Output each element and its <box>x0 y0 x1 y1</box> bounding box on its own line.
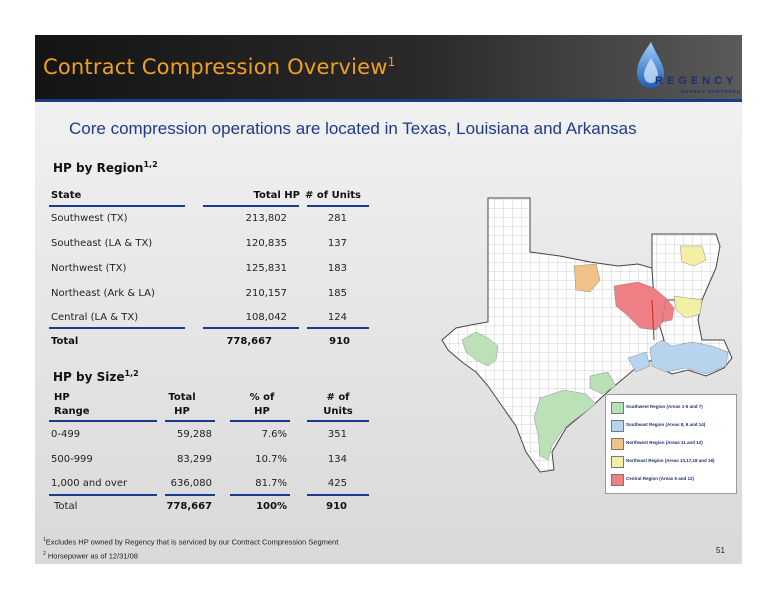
table-cell: 210,157 <box>245 288 287 299</box>
table-cell: 59,288 <box>177 429 212 440</box>
table-row: Northeast (Ark & LA) <box>51 288 155 299</box>
size-header-range-2: Range <box>54 406 90 417</box>
size-total-rule-3 <box>230 494 290 496</box>
size-header-units-2: Units <box>323 406 353 417</box>
legend-item: Central Region (Areas 6 and 12) <box>611 474 735 486</box>
legend-label: Southeast Region (Areas 8, 9 and 14) <box>626 422 706 427</box>
legend-swatch <box>611 402 624 414</box>
size-header-pct-1: % of <box>249 392 275 403</box>
region-header-units: # of Units <box>305 190 361 201</box>
table-cell: 120,835 <box>245 238 287 249</box>
size-header-rule-3 <box>230 420 290 422</box>
legend-label: Northeast Region (Areas 13,17,18 and 19) <box>626 458 715 463</box>
northeast-region <box>679 245 707 267</box>
region-total-units: 910 <box>329 336 350 347</box>
size-total-units: 910 <box>326 501 347 512</box>
legend-label: Northwest Region (Areas 11 and 12) <box>626 440 703 445</box>
subtitle: Core compression operations are located … <box>69 119 637 138</box>
size-header-rule-2 <box>165 420 215 422</box>
legend-swatch <box>611 420 624 432</box>
region-header-rule-3 <box>307 205 369 207</box>
map-legend: Southwest Region (Areas 1-5 and 7) South… <box>605 394 737 494</box>
table-cell: 351 <box>327 429 347 440</box>
table-cell: 281 <box>327 213 347 224</box>
table-cell: 185 <box>327 288 347 299</box>
size-table-title: HP by Size1,2 <box>53 369 139 384</box>
size-total-rule-4 <box>307 494 369 496</box>
page-title: Contract Compression Overview1 <box>43 55 396 79</box>
region-total-hp: 778,667 <box>226 336 272 347</box>
table-row: 1,000 and over <box>51 478 128 489</box>
table-cell: 10.7% <box>255 454 287 465</box>
table-cell: 137 <box>327 238 347 249</box>
size-header-range-1: HP <box>54 392 70 403</box>
southwest-region <box>461 331 499 367</box>
legend-swatch <box>611 474 624 486</box>
region-total-rule-3 <box>307 327 369 329</box>
legend-label: Central Region (Areas 6 and 12) <box>626 476 695 481</box>
table-cell: 134 <box>327 454 347 465</box>
legend-item: Northwest Region (Areas 11 and 12) <box>611 438 735 450</box>
table-cell: 83,299 <box>177 454 212 465</box>
logo-wordmark: REGENCY <box>655 75 738 87</box>
southwest-region-south <box>533 389 597 461</box>
page-number: 51 <box>716 546 725 555</box>
table-row: Southeast (LA & TX) <box>51 238 153 249</box>
region-total-rule-2 <box>203 327 299 329</box>
footnote-1: 1Excludes HP owned by Regency that is se… <box>43 537 339 547</box>
table-cell: 7.6% <box>261 429 287 440</box>
region-total-rule-1 <box>49 327 185 329</box>
size-header-pct-2: HP <box>254 406 270 417</box>
legend-label: Southwest Region (Areas 1-5 and 7) <box>626 404 703 409</box>
legend-item: Southeast Region (Areas 8, 9 and 14) <box>611 420 735 432</box>
size-header-total-2: HP <box>174 406 190 417</box>
southeast-region <box>649 339 729 375</box>
table-cell: 425 <box>327 478 347 489</box>
size-header-rule-4 <box>307 420 369 422</box>
region-table-title: HP by Region1,2 <box>53 160 158 175</box>
regions-map <box>441 197 733 473</box>
region-header-state: State <box>51 190 82 201</box>
table-cell: 81.7% <box>255 478 287 489</box>
region-total-label: Total <box>51 336 79 347</box>
legend-swatch <box>611 438 624 450</box>
table-cell: 183 <box>327 263 347 274</box>
size-header-units-1: # of <box>326 392 350 403</box>
header-divider <box>35 99 742 102</box>
regency-logo: REGENCY ENERGY PARTNERS <box>633 40 741 98</box>
table-row: Central (LA & TX) <box>51 312 139 323</box>
northwest-region <box>573 263 601 293</box>
legend-item: Southwest Region (Areas 1-5 and 7) <box>611 402 735 414</box>
size-total-rule-1 <box>49 494 157 496</box>
table-cell: 125,831 <box>245 263 287 274</box>
region-header-rule-2 <box>203 205 299 207</box>
size-total-pct: 100% <box>256 501 287 512</box>
table-row: Southwest (TX) <box>51 213 128 224</box>
size-total-label: Total <box>54 501 78 512</box>
region-header-rule-1 <box>49 205 185 207</box>
logo-subtitle: ENERGY PARTNERS <box>681 89 741 94</box>
slide: Contract Compression Overview1 REGENCY E… <box>35 35 742 564</box>
table-cell: 124 <box>327 312 347 323</box>
flame-icon <box>637 42 664 88</box>
footnote-2: 2 Horsepower as of 12/31/08 <box>43 551 138 561</box>
size-total-rule-2 <box>165 494 215 496</box>
size-header-total-1: Total <box>168 392 196 403</box>
table-cell: 108,042 <box>245 312 287 323</box>
size-total-hp: 778,667 <box>166 501 212 512</box>
legend-item: Northeast Region (Areas 13,17,18 and 19) <box>611 456 735 468</box>
table-cell: 636,080 <box>170 478 212 489</box>
region-header-total-hp: Total HP <box>253 190 301 201</box>
table-row: Northwest (TX) <box>51 263 127 274</box>
table-cell: 213,802 <box>245 213 287 224</box>
header-bar: Contract Compression Overview1 REGENCY E… <box>35 35 742 99</box>
table-row: 500-999 <box>51 454 93 465</box>
legend-swatch <box>611 456 624 468</box>
size-header-rule-1 <box>49 420 157 422</box>
table-row: 0-499 <box>51 429 81 440</box>
